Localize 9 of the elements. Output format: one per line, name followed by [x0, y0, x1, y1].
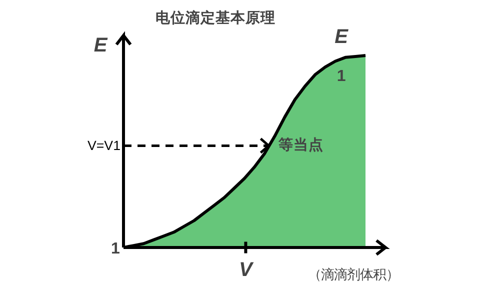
annotation: 1 — [336, 68, 346, 85]
text: 1 — [110, 240, 120, 258]
text: E — [334, 26, 349, 48]
chart-title: 电位滴定基本原理 — [156, 8, 276, 26]
text: V — [239, 259, 254, 282]
ref-line-label: V=V1 — [88, 138, 120, 154]
y-axis-title: E — [94, 34, 108, 56]
x-axis-title: （滴滴剂体积） — [308, 266, 399, 282]
annotation: 等当点 — [277, 136, 324, 154]
